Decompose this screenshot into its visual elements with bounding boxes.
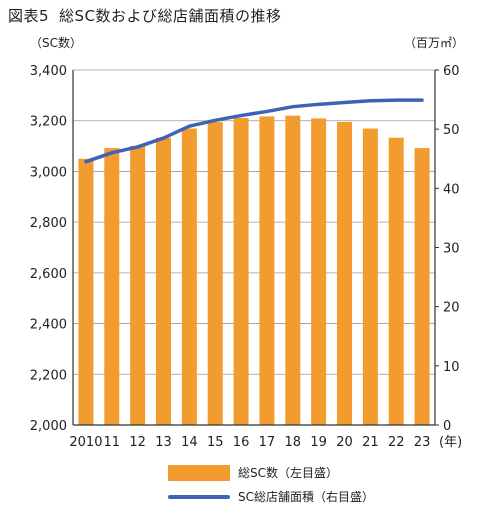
left-tick-label: 3,000 [30,165,67,180]
bar [285,115,301,426]
figure-number: 図表5 [8,7,50,25]
bar [78,158,94,425]
right-tick-label: 60 [443,64,460,79]
bar [130,145,146,425]
right-tick-label: 30 [443,242,460,257]
x-tick-label: 11 [104,435,121,450]
line-series [84,98,424,164]
grid-lines [73,69,435,426]
bar [362,128,378,425]
x-axis-unit: (年) [439,435,462,450]
right-tick-label: 20 [443,301,460,316]
left-axis-unit: （SC数） [30,36,82,50]
right-tick-label: 0 [443,419,451,434]
left-tick-label: 2,600 [30,267,67,282]
area-line [84,98,424,164]
x-tick-label: 21 [362,435,379,450]
left-tick-label: 2,400 [30,318,67,333]
bar [156,137,171,426]
bar [388,137,404,426]
x-tick-label: 2010 [69,435,102,450]
bar [259,116,275,426]
bar [104,148,120,425]
left-tick-label: 3,400 [30,64,67,79]
left-tick-label: 2,200 [30,368,67,383]
legend-line-swatch [168,494,230,499]
right-tick-label: 10 [443,360,460,375]
bar [181,128,197,425]
right-tick-label: 50 [443,123,460,138]
bar [311,118,327,426]
left-tick-label: 2,000 [30,419,67,434]
left-tick-label: 2,800 [30,216,67,231]
chart-title: 図表5 総SC数および総店舗面積の推移 [8,5,282,26]
x-tick-label: 22 [388,435,405,450]
bar [233,117,249,426]
legend-line: SC総店舗面積（右目盛） [168,488,374,505]
right-axis-unit: （百万㎡） [404,36,465,50]
bar-series [78,115,430,426]
x-tick-label: 23 [414,435,431,450]
axes [72,69,439,426]
x-tick-label: 13 [155,435,172,450]
tick-labels: 2,000 2,200 2,400 2,600 2,800 3,000 3,200 3,400… [30,64,462,450]
x-tick-label: 14 [181,435,198,450]
legend-bar: 総SC数（左目盛） [168,464,338,481]
legend-line-label: SC総店舗面積（右目盛） [238,490,374,504]
x-tick-label: 19 [310,435,327,450]
bar [337,121,352,425]
x-tick-label: 20 [336,435,353,450]
title-text: 総SC数および総店舗面積の推移 [59,7,282,25]
x-tick-label: 17 [259,435,276,450]
x-tick-label: 15 [207,435,224,450]
legend-bar-label: 総SC数（左目盛） [238,466,338,480]
left-tick-label: 3,200 [30,115,67,130]
x-tick-label: 12 [129,435,146,450]
x-tick-label: 16 [233,435,250,450]
legend-bar-swatch [168,464,230,481]
bar [207,121,223,425]
right-tick-label: 40 [443,182,460,197]
bar [414,148,430,425]
x-tick-label: 18 [285,435,302,450]
